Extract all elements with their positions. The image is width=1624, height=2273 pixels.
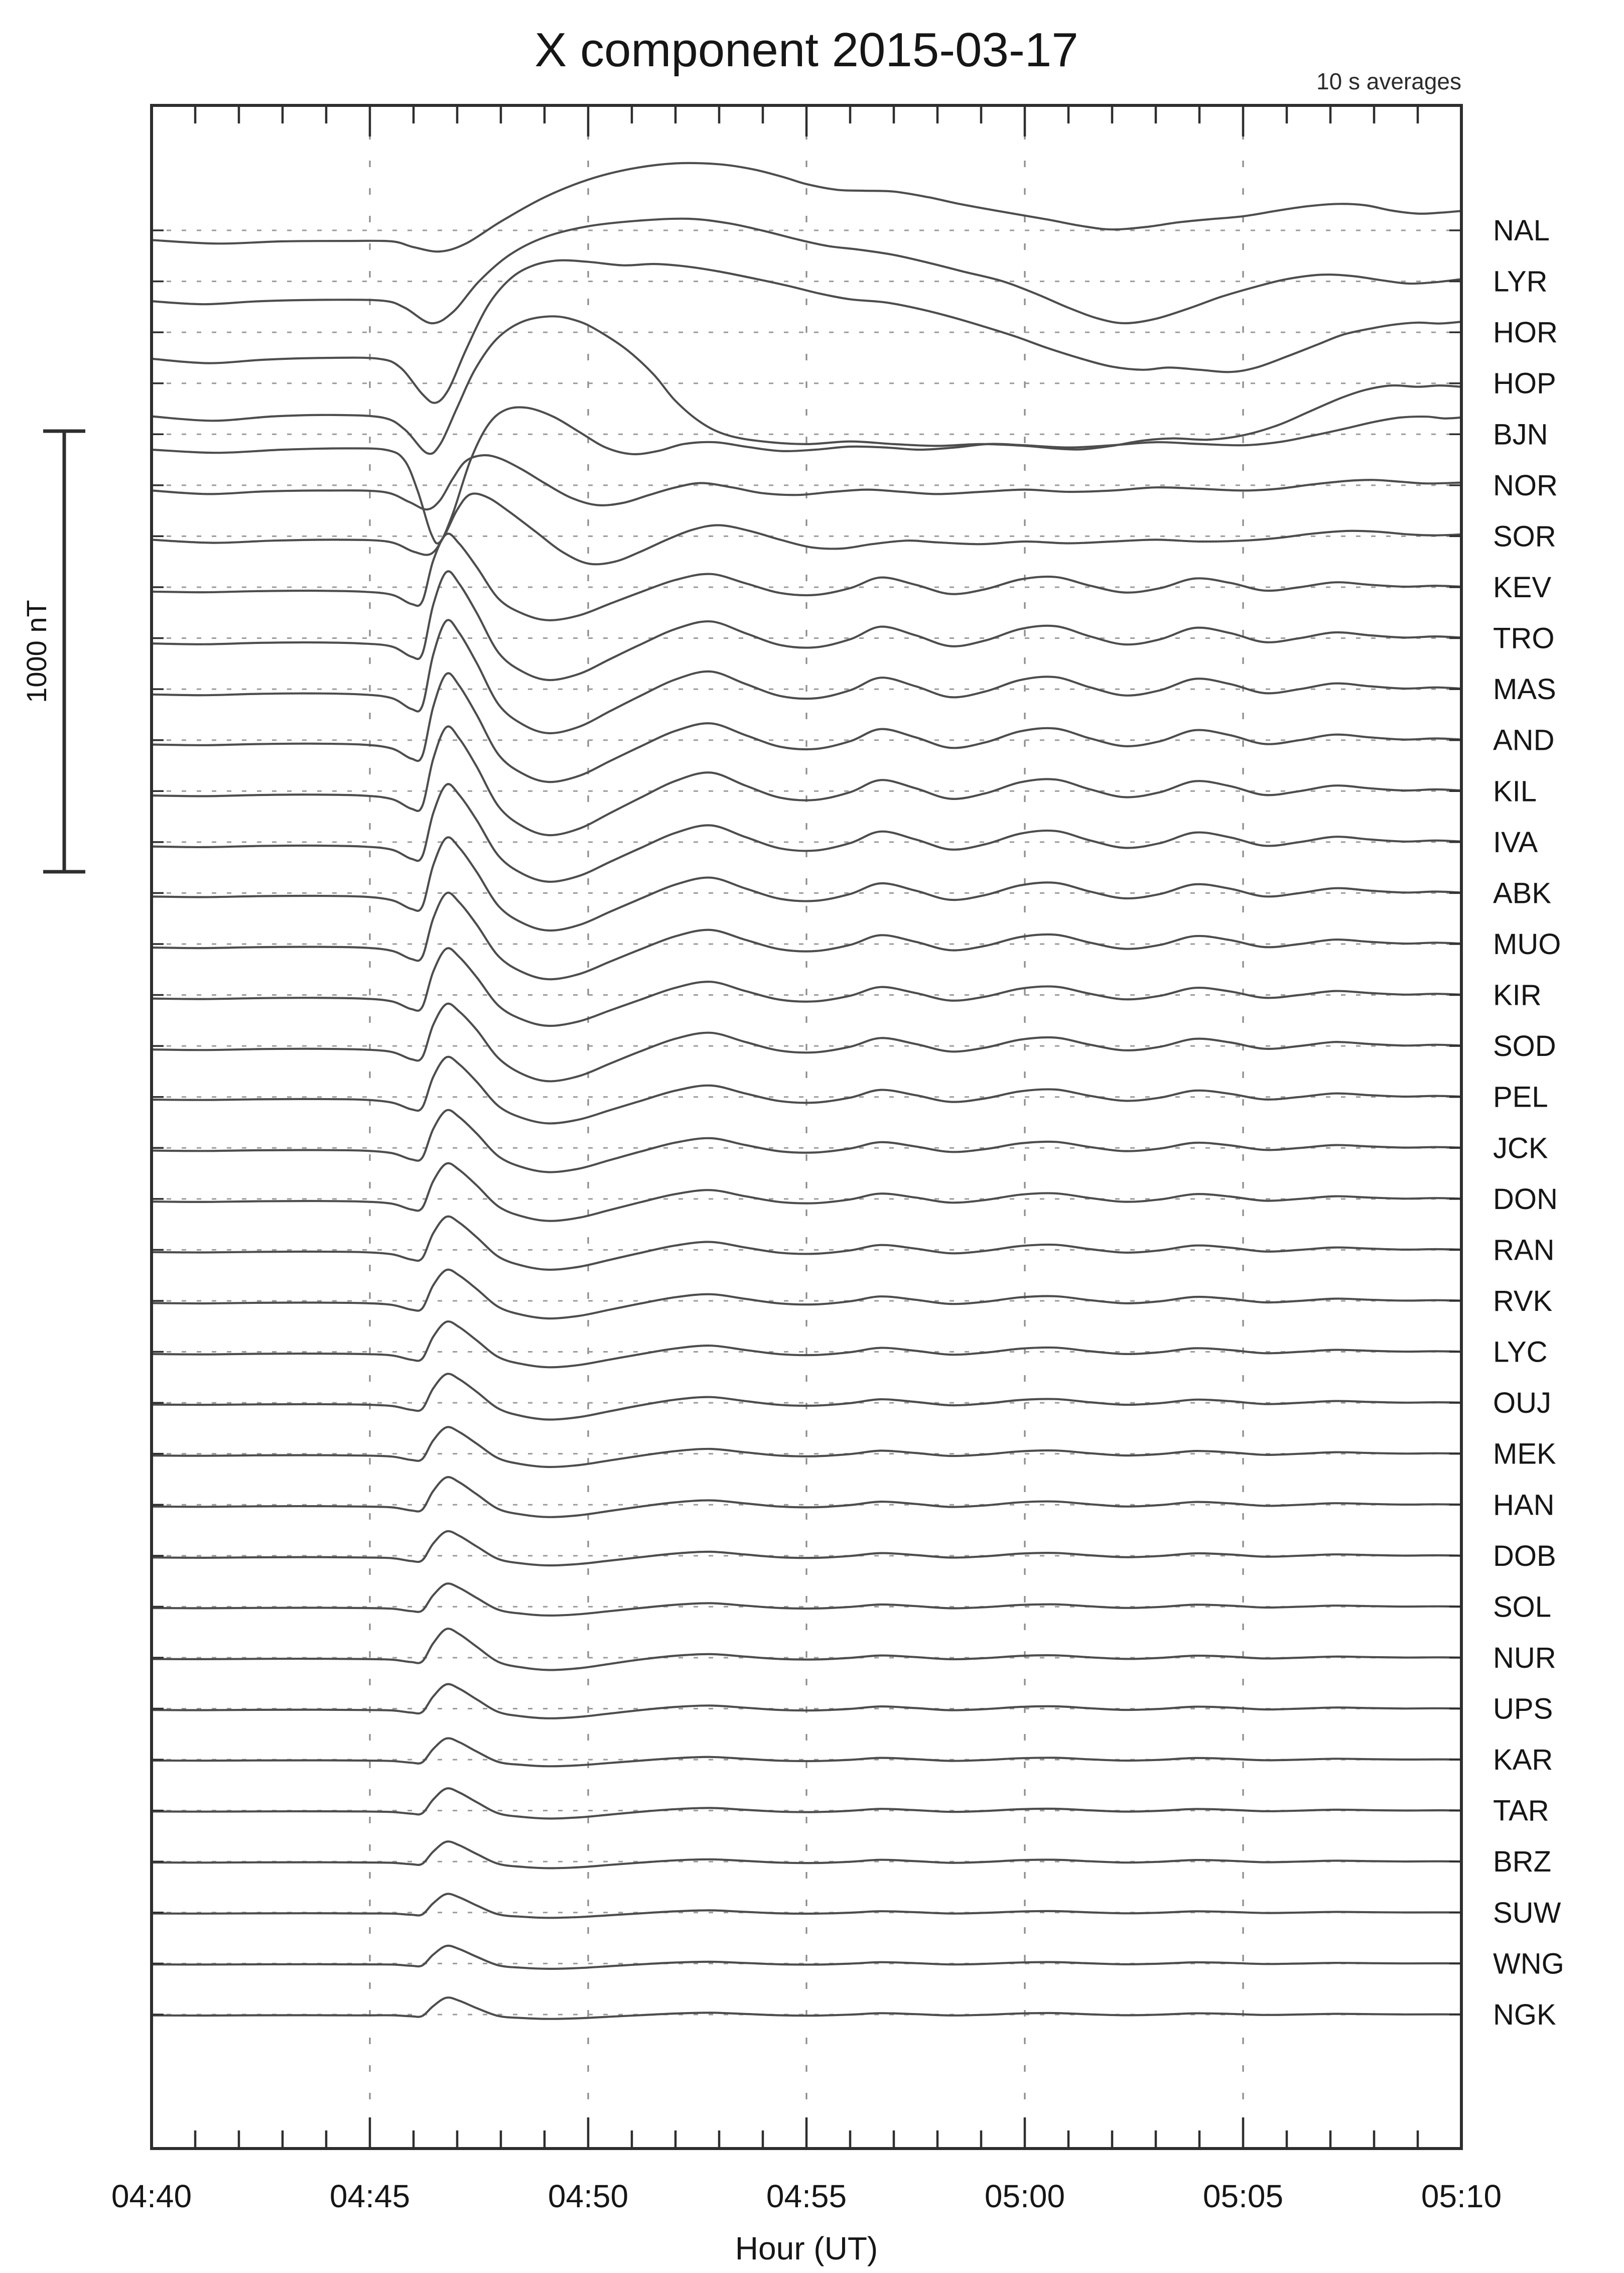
station-label-HOP: HOP: [1493, 367, 1556, 400]
grid-layer: [152, 105, 1461, 2149]
station-label-MEK: MEK: [1493, 1438, 1556, 1470]
station-label-DOB: DOB: [1493, 1540, 1556, 1572]
chart-subtitle: 10 s averages: [1316, 68, 1461, 94]
station-label-LYC: LYC: [1493, 1336, 1548, 1369]
trace-KIL: [150, 725, 1463, 837]
station-label-LYR: LYR: [1493, 265, 1548, 298]
trace-NGK: [150, 1996, 1463, 2020]
station-label-TAR: TAR: [1493, 1795, 1549, 1827]
trace-AND: [150, 672, 1463, 783]
station-label-ABK: ABK: [1493, 877, 1551, 909]
trace-NOR: [150, 454, 1463, 511]
trace-KIR: [150, 947, 1463, 1027]
station-label-DON: DON: [1493, 1183, 1558, 1216]
trace-JCK: [150, 1109, 1463, 1173]
x-tick-label-05:00: 05:00: [985, 2178, 1065, 2214]
frame-layer: [150, 104, 1463, 2150]
trace-OUJ: [150, 1373, 1463, 1421]
station-label-NGK: NGK: [1493, 1998, 1556, 2031]
trace-SUW: [150, 1893, 1463, 1919]
trace-SOL: [150, 1582, 1463, 1617]
x-tick-label-05:05: 05:05: [1203, 2178, 1283, 2214]
trace-KEV: [150, 532, 1463, 621]
trace-LYR: [150, 217, 1463, 325]
station-label-AND: AND: [1493, 724, 1554, 757]
station-label-BJN: BJN: [1493, 418, 1548, 451]
station-label-PEL: PEL: [1493, 1081, 1548, 1114]
station-label-NOR: NOR: [1493, 469, 1558, 502]
label-layer: NAL LYR HOR HOP BJN NOR SOR KEV TRO MAS AND KIL IVA A…: [111, 214, 1564, 2214]
station-label-KEV: KEV: [1493, 571, 1551, 604]
station-label-KIL: KIL: [1493, 775, 1537, 808]
station-label-NUR: NUR: [1493, 1642, 1556, 1674]
x-tick-label-04:40: 04:40: [111, 2178, 192, 2214]
trace-TAR: [150, 1787, 1463, 1820]
trace-HAN: [150, 1476, 1463, 1518]
trace-layer: [150, 162, 1463, 2020]
station-label-BRZ: BRZ: [1493, 1845, 1551, 1878]
trace-NAL: [150, 162, 1463, 253]
trace-UPS: [150, 1683, 1463, 1719]
x-tick-label-04:50: 04:50: [548, 2178, 628, 2214]
station-label-OUJ: OUJ: [1493, 1387, 1551, 1419]
station-label-NAL: NAL: [1493, 214, 1550, 247]
trace-BJN: [150, 406, 1463, 545]
trace-MAS: [150, 619, 1463, 735]
trace-HOR: [150, 259, 1463, 404]
trace-IVA: [150, 783, 1463, 883]
trace-RAN: [150, 1215, 1463, 1271]
scale-bar-label: 1000 nT: [21, 600, 52, 703]
station-label-HOR: HOR: [1493, 316, 1558, 349]
station-label-SOR: SOR: [1493, 520, 1556, 553]
station-label-KAR: KAR: [1493, 1744, 1553, 1776]
trace-BRZ: [150, 1840, 1463, 1869]
x-axis-title: Hour (UT): [735, 2230, 878, 2266]
trace-DON: [150, 1162, 1463, 1222]
station-label-SOD: SOD: [1493, 1030, 1556, 1062]
station-label-MUO: MUO: [1493, 928, 1561, 961]
trace-HOP: [150, 315, 1463, 455]
station-label-JCK: JCK: [1493, 1132, 1548, 1164]
station-label-TRO: TRO: [1493, 622, 1554, 655]
station-label-IVA: IVA: [1493, 826, 1538, 859]
trace-DOB: [150, 1530, 1463, 1567]
station-label-WNG: WNG: [1493, 1947, 1564, 1980]
station-label-RVK: RVK: [1493, 1285, 1553, 1317]
station-label-KIR: KIR: [1493, 979, 1542, 1012]
x-tick-label-05:10: 05:10: [1421, 2178, 1502, 2214]
station-label-RAN: RAN: [1493, 1234, 1554, 1266]
chart-title: X component 2015-03-17: [534, 23, 1078, 77]
trace-MEK: [150, 1426, 1463, 1468]
x-tick-label-04:45: 04:45: [330, 2178, 410, 2214]
trace-KAR: [150, 1737, 1463, 1768]
station-label-HAN: HAN: [1493, 1489, 1554, 1521]
station-label-MAS: MAS: [1493, 673, 1556, 706]
trace-SOD: [150, 1002, 1463, 1083]
trace-PEL: [150, 1055, 1463, 1125]
trace-MUO: [150, 891, 1463, 981]
station-label-SOL: SOL: [1493, 1590, 1551, 1623]
station-label-SUW: SUW: [1493, 1897, 1561, 1929]
trace-LYC: [150, 1320, 1463, 1369]
trace-NUR: [150, 1628, 1463, 1671]
trace-SOR: [150, 492, 1463, 566]
trace-WNG: [150, 1944, 1463, 1970]
scale-bar: 1000 nT: [21, 429, 85, 874]
station-label-UPS: UPS: [1493, 1693, 1553, 1725]
x-tick-label-04:55: 04:55: [766, 2178, 847, 2214]
trace-RVK: [150, 1268, 1463, 1320]
trace-ABK: [150, 836, 1463, 932]
trace-TRO: [150, 570, 1463, 682]
